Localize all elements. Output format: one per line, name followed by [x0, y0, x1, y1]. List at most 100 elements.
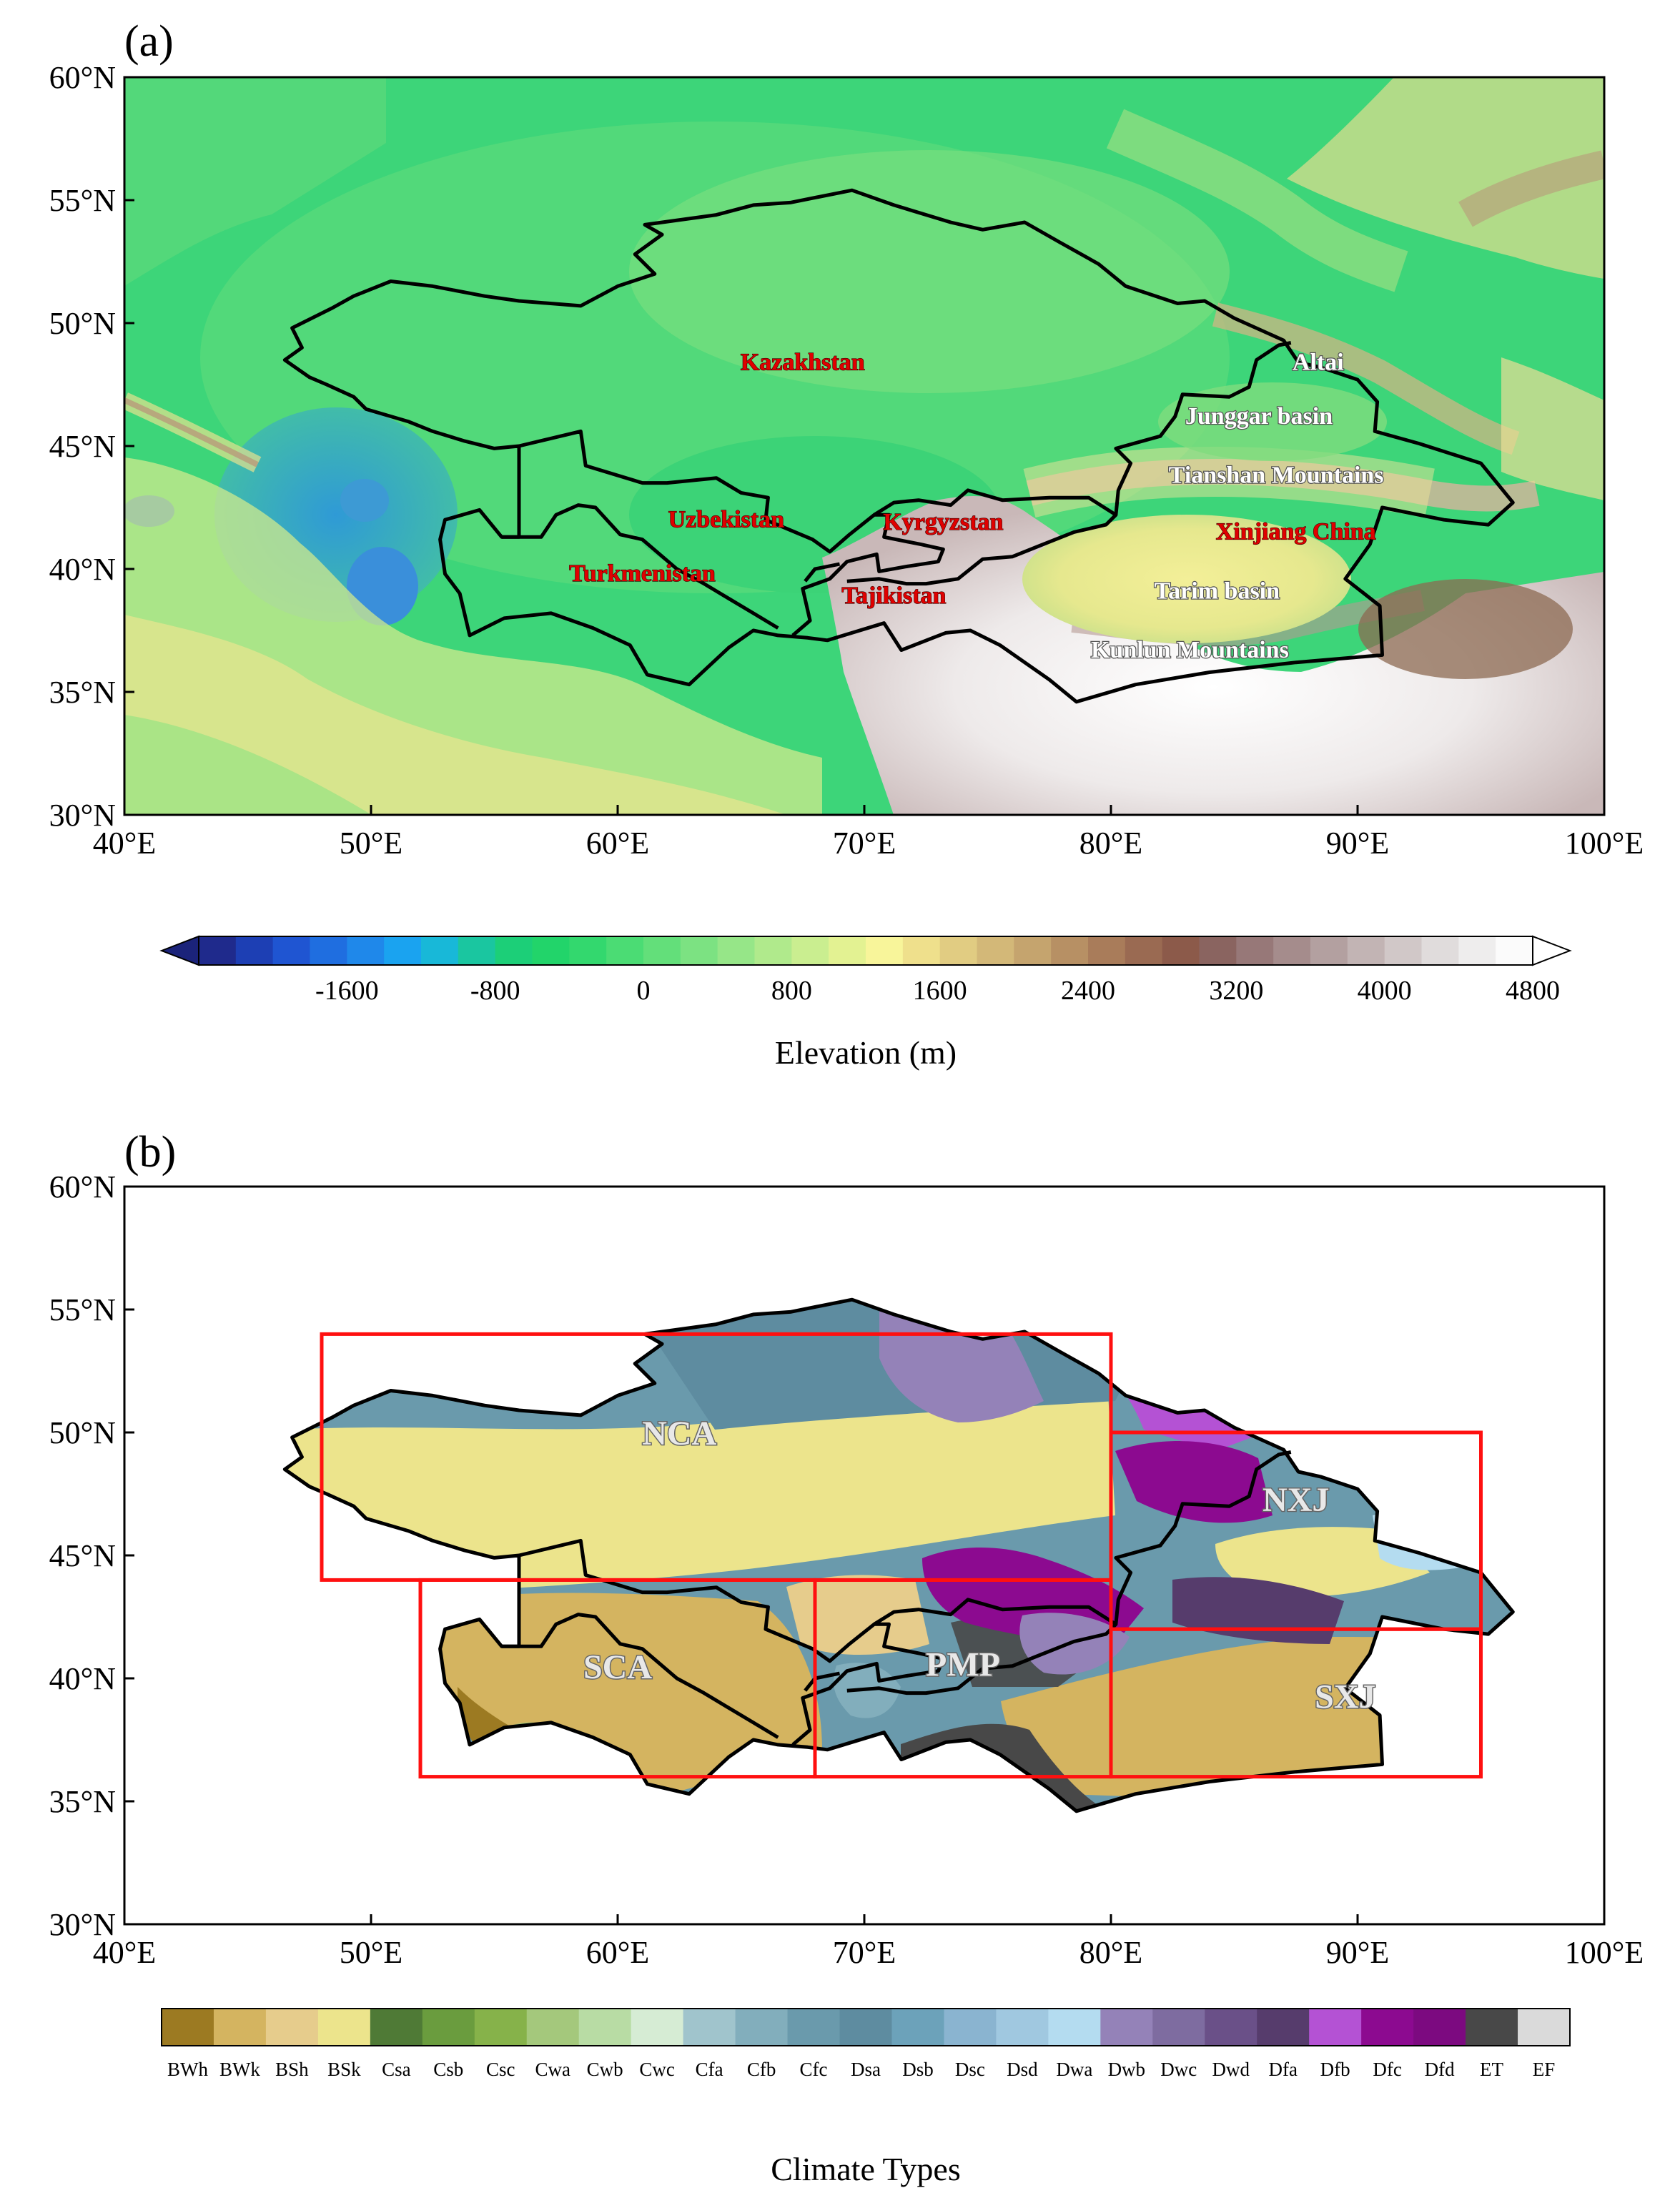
lat-tick-label: 60°N	[49, 60, 116, 95]
climate-type-label: Cwb	[587, 2059, 623, 2080]
et-zone	[901, 1723, 1430, 1811]
lon-tick-label: 60°E	[586, 826, 649, 861]
colorbar-swatch	[754, 936, 792, 965]
feature-label-tarim-basin: Tarim basin	[1155, 578, 1280, 604]
place-labels: Kazakhstan Uzbekistan Kyrgyzstan Turkmenist…	[569, 348, 1385, 664]
colorbar-swatch	[569, 936, 607, 965]
colorbar-swatch	[1199, 936, 1237, 965]
climate-type-label: BSh	[275, 2059, 309, 2080]
climate-colorbar-frame	[161, 2008, 1571, 2046]
lat-tick-label: 55°N	[49, 1292, 116, 1327]
lon-tick-label: 90°E	[1326, 1935, 1389, 1970]
lat-tick-label: 35°N	[49, 1784, 116, 1819]
siberian-slope	[1106, 109, 1408, 292]
colorbar-swatch	[310, 936, 347, 965]
lat-tick-label: 45°N	[49, 429, 116, 464]
colorbar-swatch	[199, 936, 237, 965]
climate-swatch-csa	[370, 2009, 423, 2046]
climate-colorbar-title: Climate Types	[771, 2151, 961, 2187]
climate-swatch-cfa	[683, 2009, 736, 2046]
colorbar-swatch	[643, 936, 681, 965]
zagros-mountains	[124, 615, 786, 815]
lon-tick-label: 70°E	[833, 1935, 896, 1970]
pamir-dwb	[1019, 1613, 1130, 1675]
climate-type-label: Cwc	[639, 2059, 675, 2080]
bsh-zone	[786, 1575, 929, 1655]
climate-swatch-dwd	[1205, 2009, 1257, 2046]
climate-swatch-bsk	[317, 2009, 371, 2046]
climate-swatch-dfb	[1309, 2009, 1362, 2046]
panel-b-label: (b)	[124, 1128, 176, 1177]
climate-swatch-dwc	[1152, 2009, 1205, 2046]
panel-b-axes: 60°N 55°N 50°N 45°N 40°N 35°N 30°N40°E 50°E 60°E…	[49, 1169, 1644, 1970]
climate-swatch-csc	[474, 2009, 528, 2046]
region-label-sxj: SXJ	[1315, 1678, 1375, 1716]
colorbar-max-extend	[1532, 935, 1572, 966]
colorbar-swatch	[458, 936, 496, 965]
colorbar-frame	[198, 936, 1533, 966]
climate-swatch-bsh	[265, 2009, 319, 2046]
climate-swatch-dwa	[1048, 2009, 1101, 2046]
panel-a-label: (a)	[124, 17, 174, 66]
elevation-tick-label: 3200	[1209, 976, 1263, 1006]
colorbar-swatch	[1347, 936, 1385, 965]
uzbekistan-border	[518, 429, 945, 637]
junggar-steppe	[1215, 1527, 1430, 1597]
country-label-xinjiang-china: Xinjiang China	[1216, 519, 1376, 545]
colorbar-swatch	[384, 936, 422, 965]
lon-tick-label: 60°E	[586, 1935, 649, 1970]
climate-swatch-dwb	[1100, 2009, 1153, 2046]
kyrgyzstan-border	[846, 1598, 1118, 1695]
climate-type-label: Cfc	[800, 2059, 828, 2080]
turkmenistan-border	[501, 1613, 779, 1739]
feature-label-kunlun-mountains: Kunlun Mountains	[1091, 637, 1289, 663]
elevation-tick-label: 0	[637, 976, 651, 1006]
climate-swatch-et	[1466, 2009, 1518, 2046]
climate-type-label: Cwa	[535, 2059, 570, 2080]
climate-swatch-dsd	[996, 2009, 1049, 2046]
climate-type-label: Dwa	[1056, 2059, 1092, 2080]
climate-type-label: Dfa	[1268, 2059, 1297, 2080]
climate-swatch-cfc	[787, 2009, 841, 2046]
region-label-nxj: NXJ	[1263, 1481, 1329, 1519]
caspian-south	[347, 547, 418, 625]
colorbar-swatch	[829, 936, 866, 965]
colorbar-swatch	[532, 936, 570, 965]
colorbar-swatch	[1273, 936, 1311, 965]
lat-tick-label: 30°N	[49, 798, 116, 833]
altai-ridge	[1212, 302, 1520, 455]
lon-tick-label: 100°E	[1565, 826, 1644, 861]
elevation-tick-label: -1600	[315, 976, 379, 1006]
junggar-basin-fill	[1158, 382, 1387, 461]
lon-tick-label: 40°E	[93, 826, 156, 861]
tibetan-plateau	[822, 496, 1604, 815]
colorbar-swatch	[1496, 936, 1533, 965]
elevation-tick-label: 4000	[1358, 976, 1412, 1006]
feature-label-junggar-basin: Junggar basin	[1185, 403, 1333, 430]
colorbar-swatch	[347, 936, 385, 965]
climate-type-label: Cfa	[696, 2059, 723, 2080]
climate-type-label: BWh	[167, 2059, 208, 2080]
volga-upland	[124, 77, 386, 286]
colorbar-swatch	[606, 936, 644, 965]
tarim-basin-fill	[1022, 515, 1351, 643]
elevation-colorbar-title: Elevation (m)	[775, 1034, 957, 1071]
colorbar-swatch	[1458, 936, 1496, 965]
colorbar-swatch	[495, 936, 533, 965]
bsk-belt	[286, 1394, 1115, 1594]
climate-type-label: Csc	[486, 2059, 515, 2080]
colorbar-min-extend	[159, 935, 199, 966]
colorbar-swatch	[1014, 936, 1052, 965]
country-label-tajikistan: Tajikistan	[841, 583, 946, 609]
country-label-kyrgyzstan: Kyrgyzstan	[883, 509, 1003, 535]
lat-tick-label: 50°N	[49, 1415, 116, 1450]
climate-colorbar: BWh BWk BSh BSk Csa Csb Csc Cwa Cwb Cwc Cfa Cfb Cfc D…	[161, 2008, 1571, 2080]
climate-type-label: Csb	[433, 2059, 463, 2080]
tianshan-foothills	[1023, 446, 1435, 518]
sayan-ridge	[1458, 150, 1604, 227]
climate-swatch-bwk	[213, 2009, 267, 2046]
kazakh-upland	[629, 150, 1230, 393]
climate-type-label: BSk	[327, 2059, 361, 2080]
climate-type-label: Dsc	[955, 2059, 985, 2080]
